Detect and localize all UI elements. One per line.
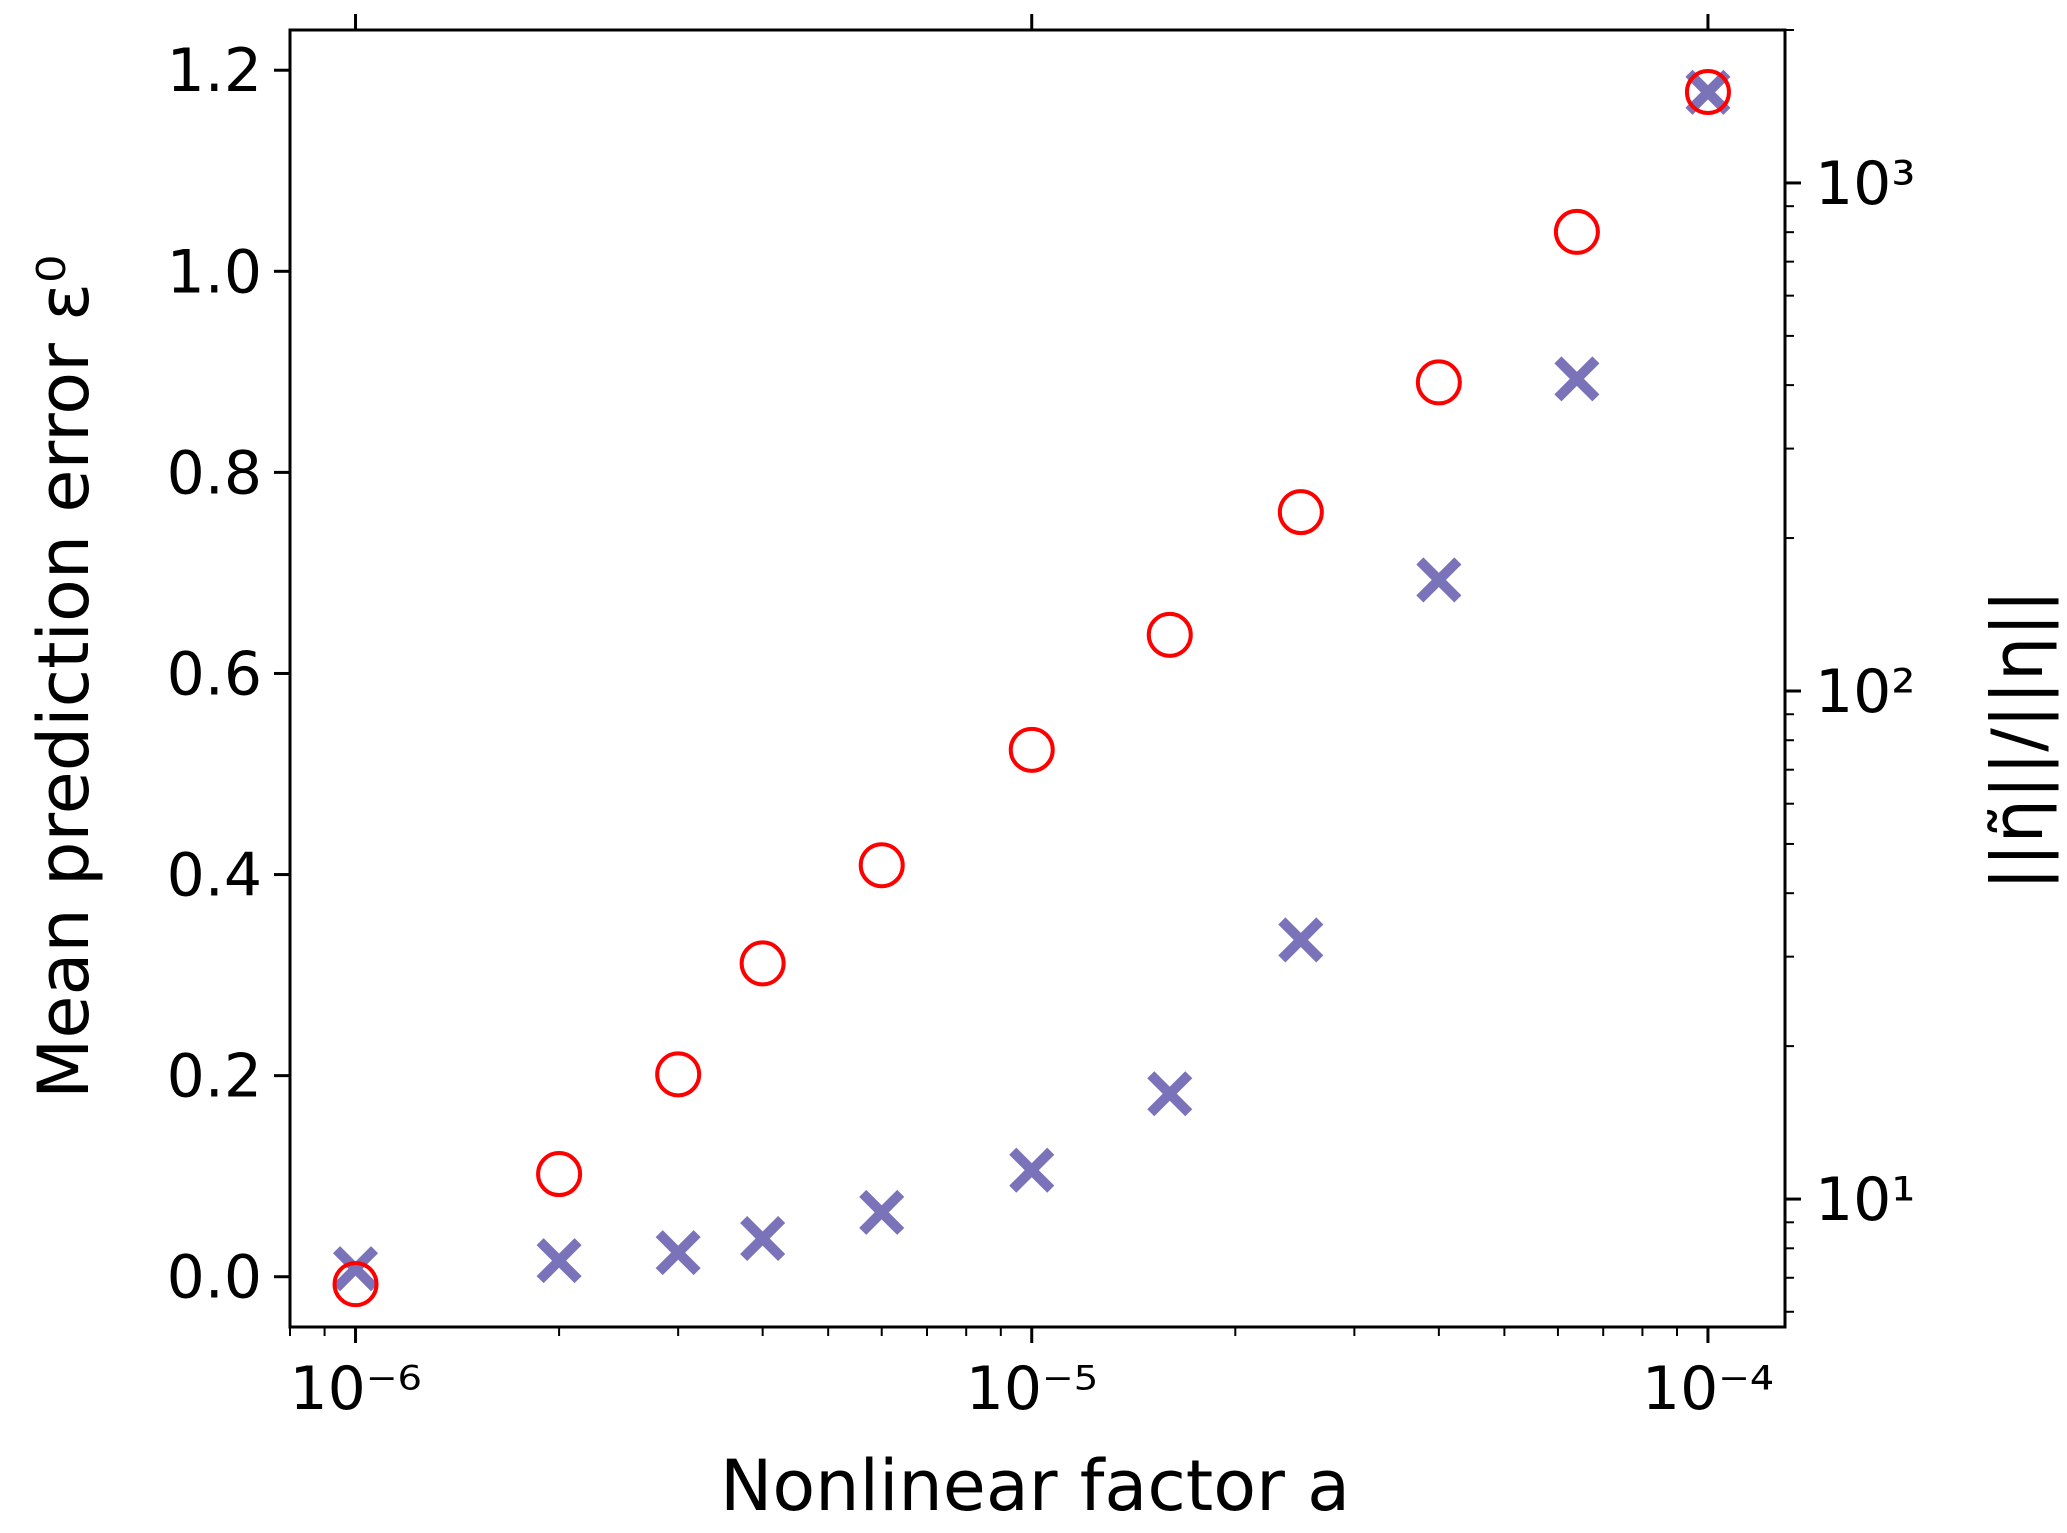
- marker-stroke: [655, 1230, 701, 1276]
- x-tick-label: 10⁻⁶: [289, 1354, 421, 1424]
- x-tick-label: 10⁻⁵: [966, 1354, 1098, 1424]
- left-y-tick-label: 0.8: [167, 438, 262, 508]
- error-marker-x: [655, 1230, 701, 1276]
- left-y-axis-title: Mean prediction error ε⁰: [23, 255, 105, 1099]
- ratio-marker-circle: [1277, 489, 1324, 536]
- ratio-marker-circle: [1553, 208, 1600, 255]
- marker-stroke: [332, 1246, 379, 1292]
- error-marker-x: [1685, 69, 1731, 115]
- marker-stroke: [1554, 356, 1600, 402]
- marker-stroke: [1147, 1071, 1193, 1117]
- left-y-tick-label: 1.2: [167, 36, 262, 106]
- marker-stroke: [859, 1189, 905, 1235]
- right-y-axis-title: ||η̃||/||η||: [1977, 590, 2059, 891]
- marker-stroke: [1685, 69, 1731, 115]
- plot-frame: [288, 28, 1787, 1329]
- right-y-tick-label: 10²: [1815, 657, 1915, 727]
- ratio-marker-circle: [1415, 359, 1462, 406]
- marker-stroke: [740, 1215, 786, 1262]
- error-marker-x: [332, 1246, 379, 1292]
- marker-stroke: [1009, 1147, 1055, 1193]
- x-tick-label: 10⁻⁴: [1642, 1354, 1774, 1424]
- ratio-marker-circle: [1146, 611, 1193, 658]
- error-marker-x: [536, 1238, 582, 1284]
- left-y-tick-label: 0.2: [167, 1042, 262, 1112]
- right-y-tick-label: 10¹: [1815, 1165, 1915, 1235]
- ratio-marker-circle: [536, 1151, 583, 1198]
- ratio-marker-circle: [1684, 69, 1731, 116]
- right-y-ticks: 10¹ 10² 10³: [1785, 29, 1915, 1313]
- marker-stroke: [536, 1238, 582, 1284]
- marker-stroke: [1278, 917, 1324, 963]
- right-y-tick-label: 10³: [1815, 149, 1915, 219]
- left-y-tick-label: 0.0: [167, 1243, 262, 1313]
- x-ticks: 10⁻⁶ 10⁻⁵ 10⁻⁴: [289, 14, 1774, 1424]
- error-marker-x: [1009, 1147, 1055, 1193]
- error-marker-x: [1278, 917, 1324, 963]
- error-marker-x: [740, 1215, 786, 1262]
- error-marker-x: [859, 1189, 905, 1235]
- marker-stroke: [1416, 557, 1462, 603]
- ratio-marker-circle: [332, 1261, 379, 1308]
- ratio-marker-circle: [858, 842, 905, 889]
- ratio-marker-circle: [1008, 726, 1055, 773]
- ratio-marker-circle: [739, 940, 786, 987]
- ratio-marker-circle: [655, 1051, 702, 1098]
- error-marker-x: [1147, 1071, 1193, 1117]
- left-y-ticks: 0.0 0.2 0.4 0.6 0.8 1.0 1.2: [167, 36, 290, 1313]
- error-marker-x: [1554, 356, 1600, 402]
- left-y-tick-label: 0.4: [167, 841, 262, 911]
- data-markers: [332, 69, 1731, 1308]
- left-y-tick-label: 0.6: [167, 639, 262, 709]
- x-axis-title: Nonlinear factor a: [720, 1445, 1350, 1527]
- error-marker-x: [1416, 557, 1462, 603]
- axes-group: [288, 28, 1787, 1329]
- left-y-tick-label: 1.0: [167, 237, 262, 307]
